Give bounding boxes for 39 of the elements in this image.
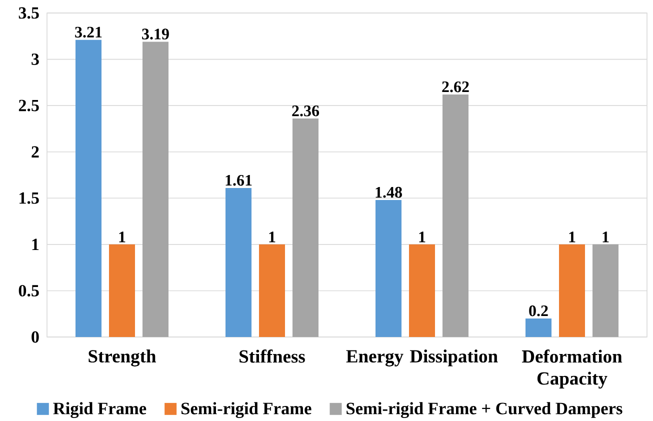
bar xyxy=(76,40,102,337)
data-label: 0.2 xyxy=(529,305,548,316)
y-tick-label: 0.5 xyxy=(18,284,39,296)
data-label: 1.61 xyxy=(226,174,252,186)
bar xyxy=(109,244,135,337)
bar xyxy=(376,200,402,337)
y-tick-label: 2 xyxy=(32,146,39,158)
y-tick-label: 0 xyxy=(32,331,39,343)
bar xyxy=(226,188,252,337)
y-tick-label: 1 xyxy=(32,238,39,250)
bar xyxy=(409,244,436,337)
data-label: 1 xyxy=(119,232,126,242)
x-tick-label: Deformation Capacity xyxy=(522,350,622,389)
data-label: 1 xyxy=(569,232,576,242)
x-tick-label: Energy Dissipation xyxy=(346,350,498,366)
data-label: 1.48 xyxy=(376,186,402,198)
bar xyxy=(559,244,586,337)
bar xyxy=(292,118,319,337)
bar xyxy=(142,42,168,337)
data-label: 1 xyxy=(419,232,426,242)
bar xyxy=(526,318,552,337)
legend-label: Semi-rigid Frame + Curved Dampers xyxy=(346,402,622,418)
y-tick-label: 1.5 xyxy=(20,192,39,204)
y-tick-label: 3.5 xyxy=(18,7,39,19)
legend-label: Semi-rigid Frame xyxy=(182,402,312,418)
data-label: 2.62 xyxy=(442,81,469,92)
y-tick-label: 3 xyxy=(32,54,39,66)
data-label: 3.21 xyxy=(75,26,102,38)
bar xyxy=(259,244,286,337)
y-tick-label: 2.5 xyxy=(18,100,39,112)
x-tick-label: Strength xyxy=(88,350,156,366)
data-label: 3.19 xyxy=(142,28,169,40)
data-label: 1 xyxy=(269,232,276,242)
data-label: 1 xyxy=(602,232,609,242)
x-tick-label: Stiffness xyxy=(240,350,305,363)
data-label: 2.36 xyxy=(292,106,320,116)
bar xyxy=(442,94,469,337)
bar xyxy=(592,244,619,337)
legend-label: Rigid Frame xyxy=(53,402,146,418)
